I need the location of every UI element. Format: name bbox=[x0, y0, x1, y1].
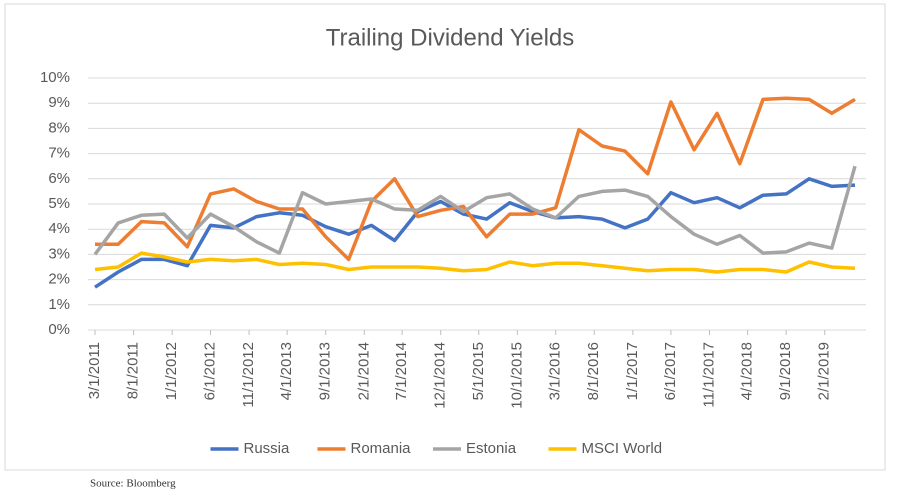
y-tick-label: 4% bbox=[48, 220, 70, 237]
x-tick-label: 7/1/2014 bbox=[393, 342, 410, 400]
x-tick-label: 6/1/2017 bbox=[662, 342, 679, 400]
x-tick-label: 9/1/2018 bbox=[777, 342, 794, 400]
y-tick-label: 9% bbox=[48, 94, 70, 111]
x-tick-label: 5/1/2015 bbox=[470, 342, 487, 400]
series-line bbox=[93, 165, 857, 256]
x-tick-label: 11/1/2012 bbox=[240, 342, 257, 408]
x-tick-label: 8/1/2011 bbox=[125, 342, 142, 399]
x-tick-label: 8/1/2016 bbox=[585, 342, 602, 400]
legend-label: Romania bbox=[351, 440, 412, 457]
series-line bbox=[94, 251, 856, 274]
legend-label: Russia bbox=[244, 440, 291, 457]
source-note: Source: Bloomberg bbox=[90, 478, 176, 490]
x-tick-label: 3/1/2016 bbox=[547, 342, 564, 400]
series-line bbox=[94, 177, 856, 289]
x-tick-label: 4/1/2013 bbox=[278, 342, 295, 400]
x-tick-label: 9/1/2013 bbox=[317, 342, 334, 400]
y-tick-label: 8% bbox=[48, 119, 70, 136]
x-tick-label: 3/1/2011 bbox=[86, 342, 103, 399]
x-tick-label: 11/1/2017 bbox=[700, 342, 717, 408]
x-tick-label: 12/1/2014 bbox=[432, 342, 449, 409]
x-tick-label: 1/1/2012 bbox=[163, 342, 180, 400]
y-tick-label: 2% bbox=[48, 271, 70, 288]
x-tick-label: 10/1/2015 bbox=[508, 342, 525, 409]
y-tick-label: 6% bbox=[48, 170, 70, 187]
series-line bbox=[95, 96, 856, 262]
y-tick-label: 0% bbox=[48, 321, 70, 338]
x-tick-label: 1/1/2017 bbox=[624, 342, 641, 400]
legend-label: MSCI World bbox=[582, 440, 663, 457]
x-tick-label: 4/1/2018 bbox=[739, 342, 756, 400]
legend-label: Estonia bbox=[466, 440, 517, 457]
y-tick-label: 3% bbox=[48, 245, 70, 262]
chart-title: Trailing Dividend Yields bbox=[326, 24, 575, 51]
y-tick-label: 5% bbox=[48, 195, 70, 212]
y-tick-label: 10% bbox=[40, 69, 70, 86]
x-tick-label: 2/1/2019 bbox=[816, 342, 833, 400]
y-tick-label: 1% bbox=[48, 296, 70, 313]
x-tick-label: 2/1/2014 bbox=[355, 342, 372, 400]
y-tick-label: 7% bbox=[48, 145, 70, 162]
x-tick-label: 6/1/2012 bbox=[201, 342, 218, 400]
